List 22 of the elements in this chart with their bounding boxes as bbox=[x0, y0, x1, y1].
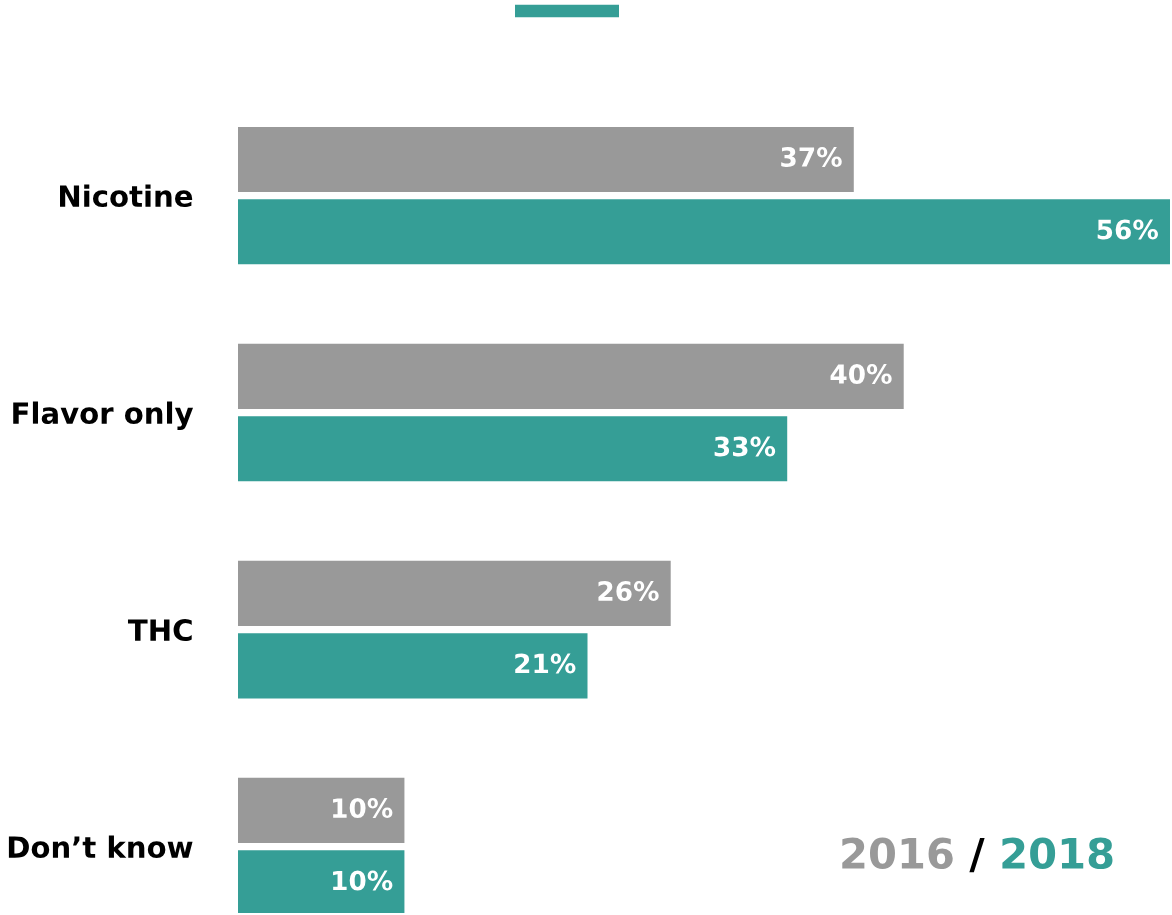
bar bbox=[238, 416, 788, 482]
bar bbox=[238, 127, 854, 192]
data-label: 10% bbox=[333, 798, 393, 819]
data-label: 56% bbox=[1097, 219, 1158, 240]
text: 2018 bbox=[1002, 837, 1113, 870]
annotation: / bbox=[969, 838, 985, 873]
data-label: 37% bbox=[781, 147, 842, 167]
y-tick-label: THC bbox=[127, 619, 192, 642]
y-tick-label: Nicotine bbox=[60, 184, 193, 208]
y-tick-label: Don’t know bbox=[8, 835, 193, 859]
data-label: 26% bbox=[598, 581, 659, 602]
bar bbox=[238, 560, 671, 626]
bar bbox=[238, 777, 405, 843]
y-tick-label: Flavor only bbox=[13, 401, 194, 430]
bar bbox=[238, 199, 1170, 265]
bar bbox=[238, 633, 588, 699]
data-label: 33% bbox=[714, 436, 776, 457]
data-label: 21% bbox=[515, 653, 576, 674]
text: 2016 bbox=[842, 837, 953, 870]
data-label: 10% bbox=[333, 870, 393, 891]
bar bbox=[238, 343, 904, 409]
data-label: 40% bbox=[830, 364, 892, 384]
